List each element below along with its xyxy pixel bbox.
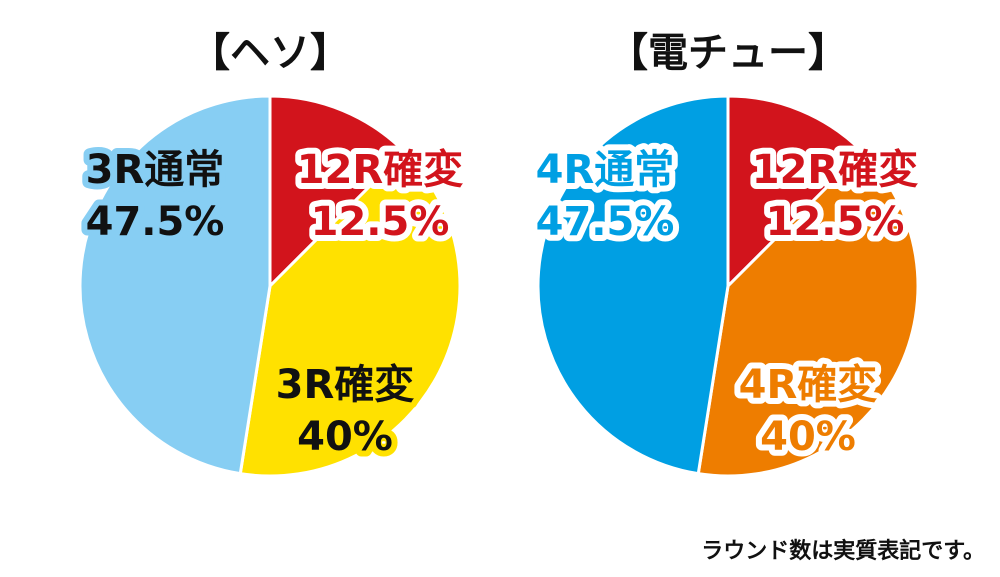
pie-chart-denchu: 【電チュー】 12R確変 12.5% 4R確変 40% 4R通常 47.5% <box>530 30 924 478</box>
slice-value-0-2: 47.5% <box>86 199 225 245</box>
slice-label-1-2: 4R通常 <box>536 147 675 193</box>
pie-slice-0-2 <box>78 94 272 476</box>
chart-title-heso: 【ヘソ】 <box>190 30 350 76</box>
chart-title-denchu: 【電チュー】 <box>608 30 848 76</box>
slice-label-1-1: 4R確変 <box>739 362 878 408</box>
pie-slice-1-2 <box>536 94 730 476</box>
slice-label-0-1: 3R確変 <box>276 362 415 408</box>
slice-label-0-0: 12R確変 <box>297 147 463 193</box>
pie-slice-0-1 <box>238 149 462 478</box>
pie-slice-0-0 <box>268 94 407 290</box>
slice-label-1-0: 12R確変 <box>752 147 918 193</box>
footnote: ラウンド数は実質表記です。 <box>701 538 985 564</box>
slice-value-1-1: 40% <box>760 414 856 460</box>
slice-value-0-1: 40% <box>297 414 393 460</box>
pie-slice-1-1 <box>696 149 920 478</box>
slice-value-1-2: 47.5% <box>536 199 675 245</box>
slice-value-0-0: 12.5% <box>311 199 450 245</box>
pie-chart-heso: 【ヘソ】 12R確変 12.5% 3R確変 40% 3R通常 47.5% <box>78 30 469 478</box>
slice-value-1-0: 12.5% <box>766 199 905 245</box>
slice-label-0-2: 3R通常 <box>86 147 225 193</box>
pie-slice-1-0 <box>726 94 865 290</box>
